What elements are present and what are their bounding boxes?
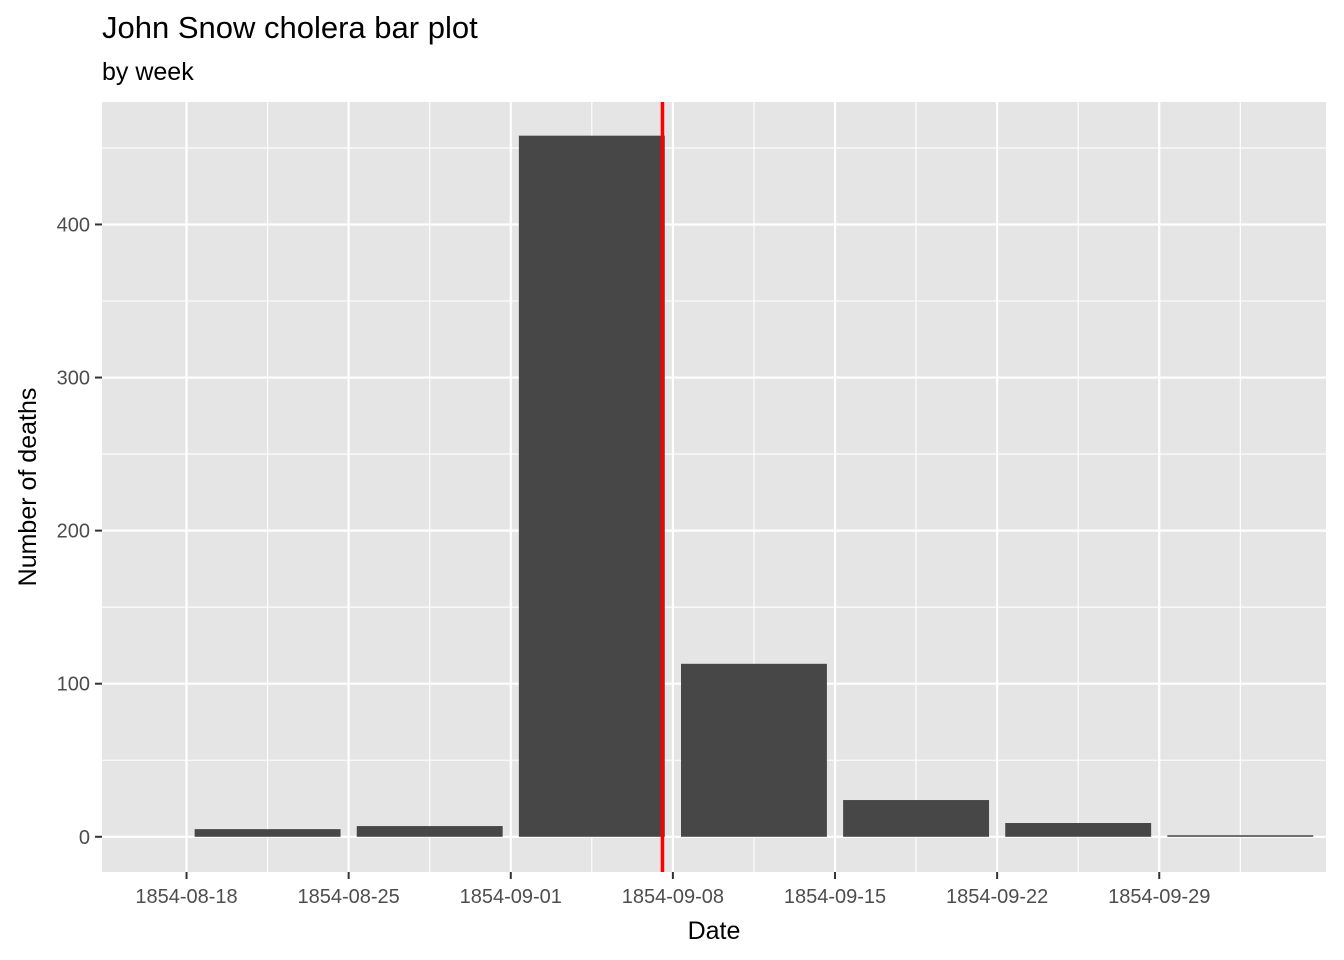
bar-1854-08-25	[356, 826, 503, 837]
x-tick-label: 1854-09-29	[1108, 886, 1210, 908]
chart-subtitle: by week	[102, 58, 194, 86]
x-tick-label: 1854-09-01	[460, 886, 562, 908]
y-axis-label: Number of deaths	[14, 388, 42, 587]
x-axis-label: Date	[688, 917, 741, 945]
y-tick-label: 0	[79, 827, 90, 849]
x-tick-label: 1854-09-08	[622, 886, 724, 908]
bar-1854-09-01	[518, 135, 665, 837]
x-tick-label: 1854-08-25	[297, 886, 399, 908]
x-tick-label: 1854-09-22	[946, 886, 1048, 908]
y-tick-label: 100	[57, 674, 90, 696]
y-tick-label: 400	[57, 214, 90, 236]
bar-1854-09-29	[1167, 835, 1314, 837]
y-tick-label: 200	[57, 521, 90, 543]
y-tick-label: 300	[57, 368, 90, 390]
x-tick-label: 1854-09-15	[784, 886, 886, 908]
bar-1854-09-08	[681, 663, 827, 837]
x-tick-label: 1854-08-18	[135, 886, 237, 908]
bar-1854-09-15	[843, 800, 990, 837]
chart-title: John Snow cholera bar plot	[102, 10, 478, 45]
bar-1854-08-18	[194, 829, 341, 837]
bar-1854-09-22	[1005, 823, 1152, 837]
